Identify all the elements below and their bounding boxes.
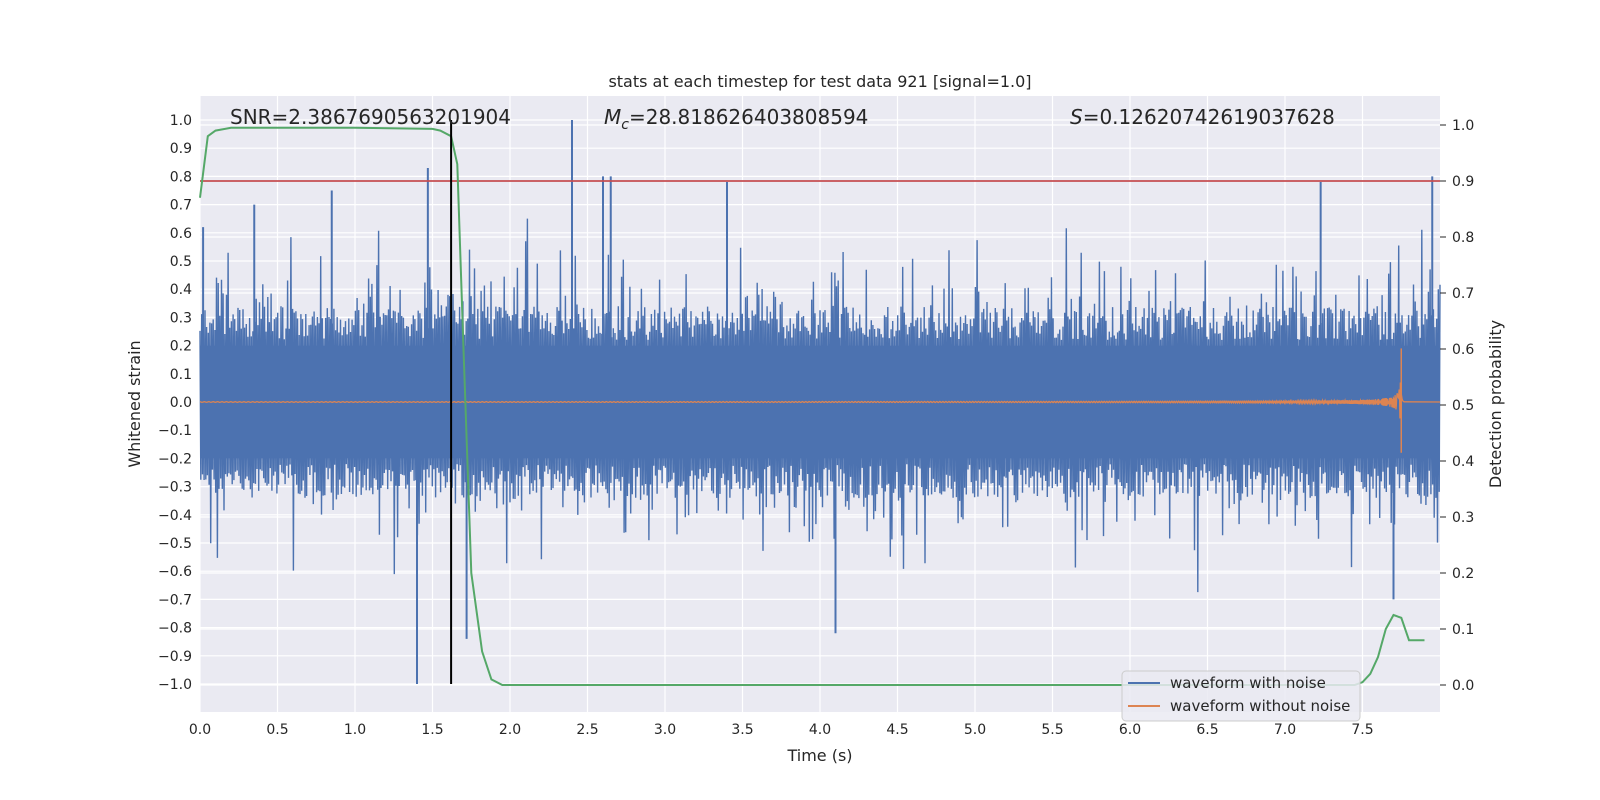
y-left-tick-label: −0.7 xyxy=(158,592,192,608)
y-right-tick-label: 0.9 xyxy=(1452,174,1474,190)
chirp-mass-subscript: c xyxy=(621,117,629,133)
y-left-tick-label: −0.9 xyxy=(158,649,192,665)
legend-label-noise: waveform with noise xyxy=(1170,674,1326,692)
y-right-tick-label: 0.2 xyxy=(1452,566,1474,582)
overlay xyxy=(199,120,1440,686)
chirp-mass-value: =28.818626403808594 xyxy=(629,105,868,129)
chart-title: stats at each timestep for test data 921… xyxy=(608,72,1031,91)
y-left-tick-label: 0.0 xyxy=(170,395,192,411)
y-left-tick-label: 0.8 xyxy=(170,169,192,185)
y-right-tick-label: 0.7 xyxy=(1452,286,1474,302)
y-left-tick-label: −0.2 xyxy=(158,451,192,467)
legend-label-clean: waveform without noise xyxy=(1170,697,1350,715)
s-symbol: S xyxy=(1070,105,1083,129)
y-axis-label-left: Whitened strain xyxy=(125,340,144,467)
s-annotation: S=0.12620742619037628 xyxy=(1070,105,1335,129)
x-tick-label: 1.5 xyxy=(421,722,443,738)
y-left-tick-label: 0.9 xyxy=(170,141,192,157)
y-left-tick-label: 0.1 xyxy=(170,367,192,383)
chirp-mass-symbol: M xyxy=(604,105,621,129)
y-right-tick-label: 0.3 xyxy=(1452,510,1474,526)
tick-labels: 0.0 0.5 1.0 1.5 2.0 2.5 3.0 3.5 4.0 4.5 5.0 5.5 6.0 6… xyxy=(158,113,1474,738)
x-tick-label: 4.0 xyxy=(809,722,831,738)
s-value: =0.12620742619037628 xyxy=(1083,105,1335,129)
y-left-tick-label: −0.3 xyxy=(158,480,192,496)
x-tick-label: 3.5 xyxy=(731,722,753,738)
y-left-tick-label: −0.5 xyxy=(158,536,192,552)
x-tick-label: 5.0 xyxy=(964,722,986,738)
y-left-tick-label: 1.0 xyxy=(170,113,192,129)
y-right-tick-label: 1.0 xyxy=(1452,118,1474,134)
detection-probability-line xyxy=(199,126,1425,686)
legend-box xyxy=(1121,670,1361,722)
y-left-tick-label: 0.4 xyxy=(170,282,192,298)
y-left-tick-label: −0.6 xyxy=(158,564,192,580)
y-left-tick-label: −0.4 xyxy=(158,508,192,524)
x-tick-label: 2.0 xyxy=(499,722,521,738)
y-right-tick-label: 0.1 xyxy=(1452,622,1474,638)
x-tick-label: 0.5 xyxy=(266,722,288,738)
y-right-tick-label: 0.0 xyxy=(1452,678,1474,694)
y-left-tick-label: −0.8 xyxy=(158,621,192,637)
legend: waveform with noise waveform without noi… xyxy=(1121,670,1361,722)
y-right-tick-label: 0.5 xyxy=(1452,398,1474,414)
x-axis-label: Time (s) xyxy=(786,746,852,765)
chirp-mass-annotation: Mc=28.818626403808594 xyxy=(604,105,868,133)
x-tick-label: 6.5 xyxy=(1196,722,1218,738)
y-left-tick-label: −1.0 xyxy=(158,677,192,693)
x-tick-label: 6.0 xyxy=(1119,722,1141,738)
y-axis-label-right: Detection probability xyxy=(1486,320,1505,488)
y-left-tick-label: 0.2 xyxy=(170,339,192,355)
y-right-tick-label: 0.4 xyxy=(1452,454,1474,470)
clean-waveform-line xyxy=(199,382,1441,419)
x-tick-label: 7.0 xyxy=(1274,722,1296,738)
snr-annotation: SNR=2.3867690563201904 xyxy=(230,105,511,129)
y-left-tick-label: 0.3 xyxy=(170,310,192,326)
x-tick-label: 0.0 xyxy=(189,722,211,738)
y-right-tick-label: 0.6 xyxy=(1452,342,1474,358)
y-left-tick-label: 0.7 xyxy=(170,198,192,214)
x-tick-label: 2.5 xyxy=(576,722,598,738)
y-right-tick-label: 0.8 xyxy=(1452,230,1474,246)
x-tick-label: 7.5 xyxy=(1351,722,1373,738)
x-tick-label: 5.5 xyxy=(1041,722,1063,738)
y-left-tick-label: 0.5 xyxy=(170,254,192,270)
x-tick-label: 1.0 xyxy=(344,722,366,738)
x-tick-label: 3.0 xyxy=(654,722,676,738)
clean-waveform xyxy=(199,348,1441,453)
y-left-tick-label: −0.1 xyxy=(158,423,192,439)
noise-waveform-line xyxy=(199,218,1441,593)
y-left-tick-label: 0.6 xyxy=(170,226,192,242)
x-tick-label: 4.5 xyxy=(886,722,908,738)
